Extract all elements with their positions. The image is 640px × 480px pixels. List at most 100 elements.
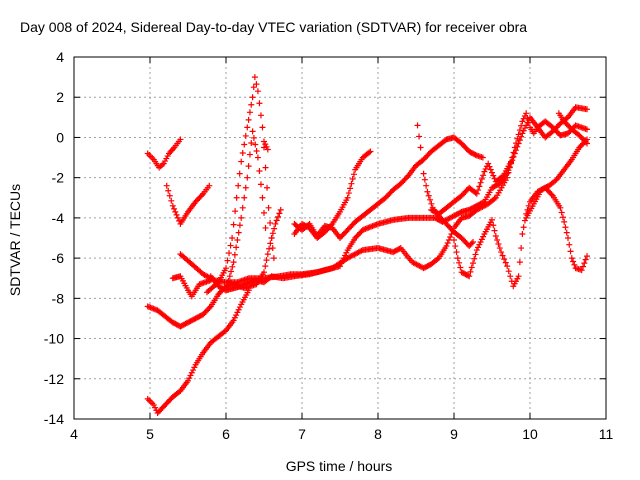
data-series-track-9	[144, 206, 284, 330]
data-point-marker	[191, 364, 198, 371]
data-point-marker	[253, 148, 260, 155]
data-point-marker	[226, 273, 233, 280]
x-tick-label: 7	[298, 426, 306, 442]
data-point-marker	[268, 235, 275, 241]
data-point-marker	[490, 222, 497, 229]
data-point-marker	[269, 230, 276, 237]
data-point-marker	[261, 209, 267, 216]
data-point-marker	[453, 249, 460, 256]
data-point-marker	[580, 263, 587, 270]
data-point-marker	[249, 94, 256, 101]
data-point-marker	[476, 241, 483, 248]
data-point-marker	[434, 256, 441, 263]
data-point-marker	[584, 253, 590, 260]
data-point-marker	[452, 243, 459, 250]
data-point-marker	[254, 154, 261, 161]
data-point-marker	[271, 225, 278, 232]
data-point-marker	[501, 256, 508, 263]
data-point-marker	[444, 240, 451, 247]
data-point-marker	[236, 222, 243, 229]
data-point-marker	[417, 144, 424, 151]
data-point-marker	[348, 180, 355, 187]
data-point-marker	[367, 148, 374, 155]
data-point-marker	[419, 157, 426, 164]
data-point-marker	[502, 259, 509, 266]
data-point-marker	[242, 132, 249, 139]
data-point-marker	[358, 247, 365, 254]
data-point-marker	[270, 255, 277, 262]
data-point-marker	[491, 227, 498, 234]
data-point-marker	[177, 136, 184, 143]
data-point-marker	[557, 204, 564, 211]
data-point-marker	[485, 160, 492, 167]
y-axis-label: SDTVAR / TECUs	[7, 184, 23, 296]
data-point-marker	[267, 240, 274, 247]
data-point-marker	[468, 240, 475, 247]
data-point-marker	[478, 236, 485, 243]
data-point-marker	[339, 257, 346, 264]
data-point-marker	[466, 273, 473, 280]
data-point-marker	[563, 229, 570, 236]
x-tick-label: 5	[146, 426, 154, 442]
data-point-marker	[518, 122, 525, 129]
data-series-track-16	[523, 136, 590, 221]
data-point-marker	[523, 122, 530, 129]
data-point-marker	[515, 140, 522, 147]
data-point-marker	[566, 241, 573, 248]
data-point-marker	[470, 260, 476, 267]
data-point-marker	[489, 216, 495, 223]
y-tick-label: -2	[52, 170, 65, 186]
data-point-marker	[480, 233, 487, 240]
data-point-marker	[518, 133, 525, 140]
data-point-marker	[272, 220, 279, 227]
data-point-marker	[510, 153, 517, 160]
data-point-marker	[242, 184, 249, 191]
data-point-marker	[470, 239, 476, 246]
data-point-marker	[224, 257, 231, 264]
y-tick-label: 0	[56, 129, 64, 145]
data-point-marker	[472, 251, 479, 258]
data-point-marker	[476, 183, 483, 190]
data-point-marker	[165, 187, 172, 194]
data-point-marker	[491, 195, 498, 202]
y-tick-label: -8	[52, 290, 65, 306]
data-point-marker	[350, 171, 357, 178]
data-point-marker	[263, 143, 270, 150]
data-point-marker	[244, 174, 251, 181]
data-series-track-15	[451, 184, 590, 290]
data-point-marker	[427, 196, 434, 203]
data-point-marker	[250, 134, 257, 141]
data-point-marker	[232, 208, 239, 215]
data-point-marker	[396, 245, 403, 252]
data-point-marker	[499, 173, 506, 180]
data-point-marker	[581, 260, 588, 267]
data-point-marker	[264, 184, 271, 191]
data-point-marker	[451, 237, 457, 244]
data-point-marker	[254, 88, 261, 95]
data-point-marker	[447, 233, 454, 240]
data-point-marker	[582, 256, 589, 263]
data-point-marker	[249, 128, 256, 135]
data-point-marker	[338, 260, 345, 267]
data-point-marker	[486, 163, 493, 170]
data-point-marker	[347, 185, 354, 192]
data-point-marker	[454, 255, 461, 262]
data-point-marker	[571, 261, 578, 268]
data-point-marker	[261, 138, 267, 145]
data-point-marker	[519, 130, 526, 137]
data-point-marker	[198, 192, 205, 199]
data-point-marker	[340, 255, 347, 262]
data-point-marker	[235, 182, 242, 189]
data-point-marker	[239, 150, 246, 157]
data-series-track-1	[144, 136, 184, 171]
data-point-marker	[229, 263, 236, 270]
data-point-marker	[262, 263, 269, 270]
data-point-marker	[262, 164, 269, 171]
data-point-marker	[245, 163, 252, 170]
data-point-marker	[366, 149, 373, 156]
data-point-marker	[166, 192, 173, 199]
data-point-marker	[515, 273, 522, 280]
data-point-marker	[342, 252, 349, 259]
y-tick-label: -12	[44, 371, 64, 387]
